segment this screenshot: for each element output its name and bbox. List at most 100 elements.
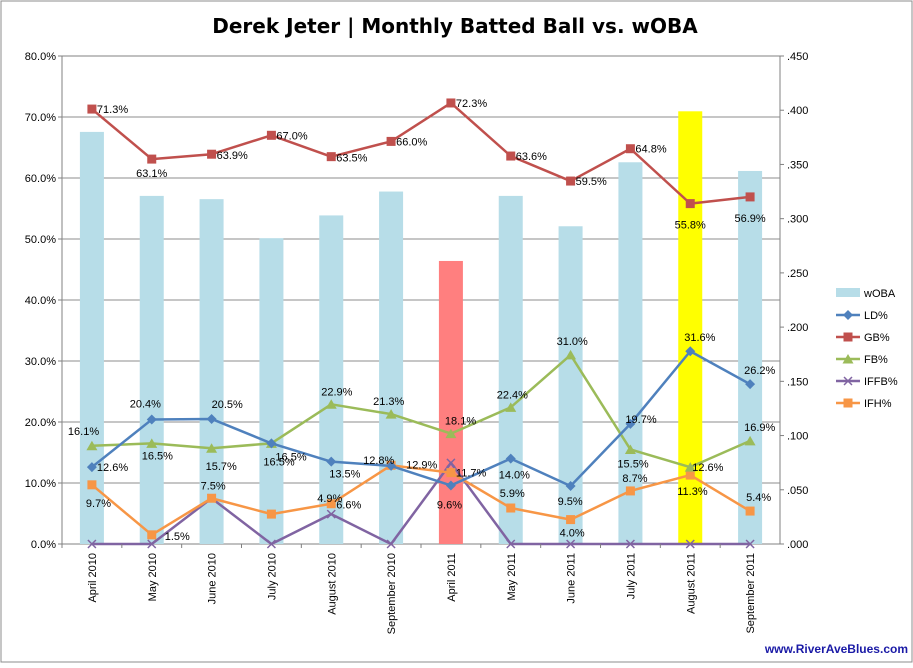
ld-data-label: 9.6%: [437, 499, 462, 511]
gb-line: [91, 101, 751, 205]
ld-series: [86, 346, 756, 492]
woba-bar: [738, 170, 763, 544]
iffb-line: [91, 461, 751, 546]
fb-line: [91, 353, 751, 469]
fb-data-label: 16.5%: [142, 450, 173, 462]
y-axis-left: 0.0% 10.0% 20.0% 30.0% 40.0% 50.0% 60.0% 70.0% 8…: [25, 51, 62, 551]
ld-data-label: 20.5%: [212, 399, 243, 411]
marker-stroke: [326, 509, 336, 519]
x-tick-label: August 2011: [685, 553, 697, 614]
fb-point: [445, 428, 457, 439]
iffb-point: [386, 539, 396, 549]
iffb-series: [87, 458, 755, 549]
right-tick-label: .400: [787, 105, 808, 117]
gb-data-label: 63.5%: [336, 153, 367, 165]
marker-stroke: [446, 458, 456, 468]
ld-data-label: 9.5%: [558, 496, 583, 508]
gb-point: [685, 199, 695, 209]
woba-bar: [79, 131, 104, 544]
legend-marker-gb: [843, 332, 853, 342]
legend-label-iffb: IFFB%: [864, 376, 898, 388]
gb-point: [326, 152, 336, 162]
fb-data-label: 22.9%: [321, 386, 352, 398]
fb-point: [684, 462, 696, 472]
gb-series: [87, 98, 755, 209]
legend-item-gb: GB%: [836, 332, 890, 344]
gb-point: [745, 192, 755, 202]
marker-stroke: [147, 539, 157, 549]
ifh-point: [266, 509, 276, 519]
ld-point: [505, 453, 516, 464]
ifh-point: [625, 486, 635, 496]
woba-bar: [199, 199, 224, 544]
marker-stroke: [745, 539, 755, 549]
ld-point: [625, 418, 636, 429]
ifh-data-label: 1.5%: [165, 531, 190, 543]
iffb-point: [506, 539, 516, 549]
legend-label-ifh: IFH%: [864, 398, 892, 410]
gb-point: [446, 98, 456, 108]
woba-bar: [319, 215, 344, 544]
ifh-point: [87, 480, 97, 490]
marker-stroke: [685, 539, 695, 549]
ifh-point: [326, 499, 336, 509]
ifh-point: [446, 468, 456, 478]
x-tick-label: May 2011: [506, 553, 518, 601]
ifh-point: [147, 530, 157, 540]
gb-point: [266, 130, 276, 140]
iffb-point: [87, 539, 97, 549]
ifh-data-label: 9.7%: [86, 498, 111, 510]
fb-point: [505, 402, 517, 412]
x-tick-label: September 2010: [386, 553, 398, 634]
left-tick-label: 70.0%: [25, 112, 56, 124]
left-tick-label: 30.0%: [25, 356, 56, 368]
ld-data-label: 13.5%: [329, 469, 360, 481]
ld-point: [745, 379, 756, 390]
left-tick-label: 40.0%: [25, 295, 56, 307]
gb-data-label: 56.9%: [734, 213, 765, 225]
x-tick-label: June 2010: [207, 553, 219, 604]
woba-bar: [139, 195, 164, 545]
ifh-point: [745, 506, 755, 516]
fb-data-label: 16.1%: [68, 426, 99, 438]
ifh-data-label: 11.3%: [677, 486, 708, 498]
fb-data-label: 21.3%: [373, 396, 404, 408]
woba-bar: [379, 191, 404, 545]
right-tick-label: .050: [787, 485, 808, 497]
ld-data-label: 14.0%: [499, 470, 530, 482]
y-axis-right: .000 .050 .100 .150 .200 .250 .300 .350 .400 .450: [780, 51, 808, 551]
x-tick-label: April 2010: [87, 553, 99, 603]
marker-stroke: [566, 539, 576, 549]
right-tick-label: .200: [787, 322, 808, 334]
marker-stroke: [386, 539, 396, 549]
marker-stroke: [87, 539, 97, 549]
marker-stroke: [266, 539, 276, 549]
legend-marker-fb: [842, 354, 854, 364]
right-tick-label: .350: [787, 159, 808, 171]
ld-point: [146, 414, 157, 425]
fb-point: [565, 349, 577, 360]
legend-item-ld: LD%: [836, 310, 888, 322]
gb-data-label: 71.3%: [97, 104, 128, 116]
fb-point: [325, 399, 337, 409]
gb-point: [147, 154, 157, 164]
ld-line: [91, 349, 751, 488]
ifh-series: [87, 460, 755, 540]
x-tick-label: May 2010: [147, 553, 159, 601]
ifh-data-label: 12.9%: [406, 459, 437, 471]
ld-data-label: 26.2%: [744, 365, 775, 377]
iffb-point: [266, 539, 276, 549]
ifh-data-label: 11.7%: [456, 468, 487, 480]
iffb-point: [566, 539, 576, 549]
right-tick-label: .300: [787, 214, 808, 226]
watermark: www.RiverAveBlues.com: [764, 642, 908, 656]
ld-data-label: 12.8%: [363, 455, 394, 467]
gb-data-label: 59.5%: [576, 176, 607, 188]
ld-data-label: 19.7%: [625, 414, 656, 426]
gb-point: [207, 149, 217, 159]
woba-bars: [79, 111, 763, 545]
fb-data-label: 16.9%: [744, 422, 775, 434]
gb-data-label: 63.6%: [516, 151, 547, 163]
ifh-point: [506, 503, 516, 513]
